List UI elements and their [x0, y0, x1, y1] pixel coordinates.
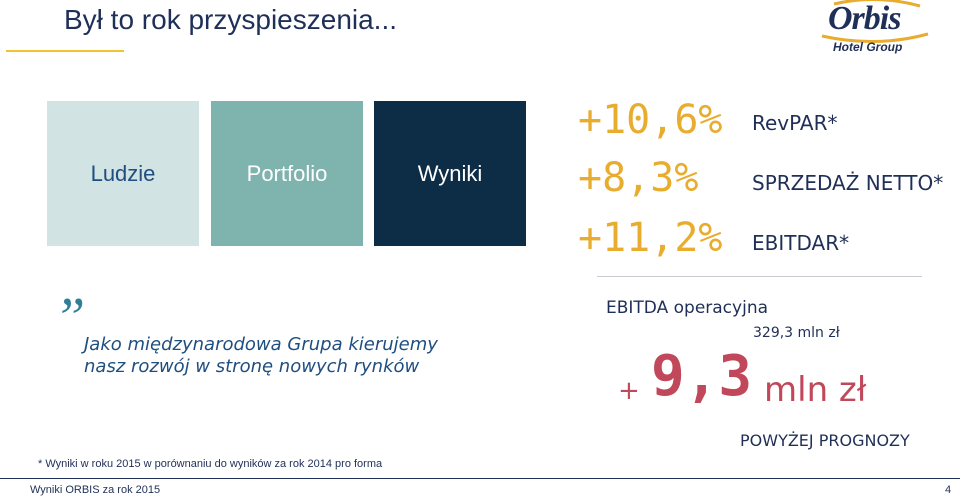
quote-mark-icon: ”: [54, 287, 86, 349]
ebitda-increase-unit: mln zł: [764, 370, 867, 410]
ebitda-plus-sign: +: [618, 376, 640, 406]
footnote: * Wyniki w roku 2015 w porównaniu do wyn…: [38, 458, 383, 470]
footer-text: Wyniki ORBIS za rok 2015: [30, 484, 161, 496]
metric-value-sales: +8,3%: [578, 155, 699, 201]
tile-wyniki: Wyniki: [374, 101, 526, 246]
quote-text: Jako międzynarodowa Grupa kierujemy nasz…: [84, 334, 438, 377]
tile-ludzie: Ludzie: [47, 101, 199, 246]
ebitda-title: EBITDA operacyjna: [606, 298, 769, 318]
footer-divider: [0, 478, 960, 479]
orbis-logo: Orbis Hotel Group: [816, 0, 934, 62]
ebitda-increase-number: 9,3: [651, 344, 753, 409]
metric-value-revpar: +10,6%: [578, 97, 723, 143]
ebitda-note: POWYŻEJ PROGNOZY: [740, 431, 910, 450]
logo-wordmark: Orbis: [828, 0, 901, 37]
tile-label: Ludzie: [90, 160, 156, 186]
page-number: 4: [945, 484, 952, 496]
slide-title: Był to rok przyspieszenia...: [64, 4, 398, 35]
logo-swoosh-icon: [821, 0, 929, 44]
metric-label-revpar: RevPAR*: [752, 111, 838, 135]
ebitda-base-value: 329,3 mln zł: [753, 325, 840, 341]
metric-value-ebitdar: +11,2%: [578, 215, 723, 261]
tile-label: Wyniki: [417, 160, 483, 186]
logo-subtitle: Hotel Group: [833, 40, 903, 54]
tile-portfolio: Portfolio: [211, 101, 363, 246]
metric-label-sales: SPRZEDAŻ NETTO*: [752, 171, 944, 195]
metric-label-ebitdar: EBITDAR*: [752, 231, 850, 255]
tile-label: Portfolio: [246, 160, 328, 186]
title-underline: [6, 50, 124, 52]
section-divider: [597, 276, 922, 277]
